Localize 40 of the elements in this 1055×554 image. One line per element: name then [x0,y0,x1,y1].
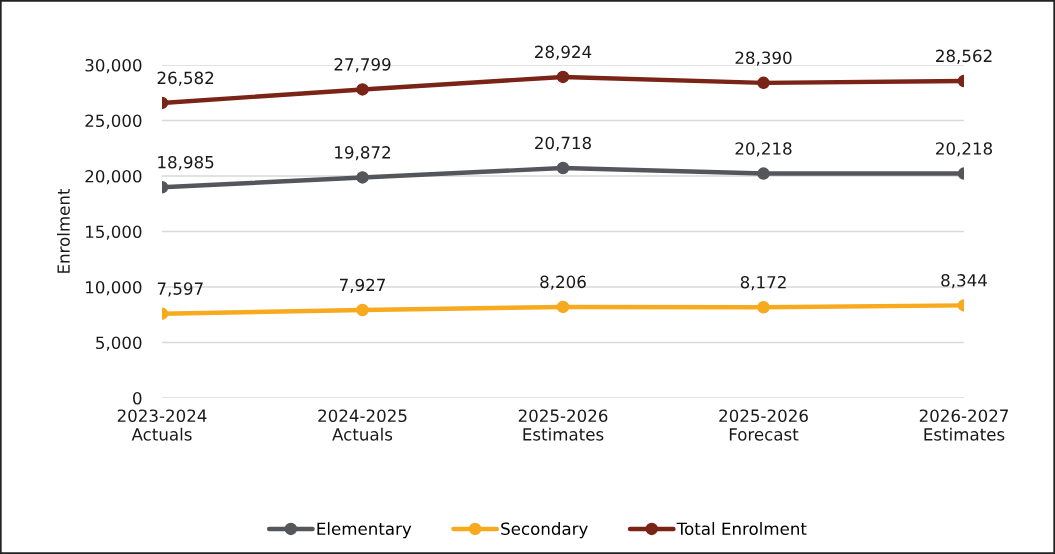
point [356,303,369,317]
y-tick-label: 0 [133,391,142,405]
y-tick-label: 10,000 [86,280,142,296]
data-label: 20,218 [936,142,993,157]
x-tick-label: 2026-2027 Estimates [919,409,1008,441]
data-label: 20,218 [735,142,792,157]
point [556,300,570,314]
data-label: 26,582 [157,71,214,86]
point [556,161,570,175]
x-tick-label: 2024-2025 Actuals [318,409,407,441]
legend-label: Elementary [317,522,412,539]
y-axis-title: Enrolment [57,188,70,273]
y-tick-label: 15,000 [86,225,142,240]
point [356,83,369,96]
data-label: 20,718 [535,136,592,151]
data-label: 28,924 [535,45,592,60]
data-label: 8,344 [941,274,987,289]
data-label: 19,872 [335,146,390,161]
data-label: 28,562 [936,49,992,64]
point [757,167,770,180]
x-tick-label: 2025-2026 Forecast [719,409,808,441]
point [556,70,570,84]
point [757,301,770,314]
data-label: 28,390 [735,51,792,66]
data-label: 8,172 [740,275,786,291]
y-tick-label: 25,000 [85,114,142,129]
point [757,76,770,90]
y-tick-label: 20,000 [85,169,142,185]
y-tick-label: 5,000 [96,336,142,351]
y-tick-label: 30,000 [85,58,142,74]
data-label: 27,799 [334,58,391,73]
legend-label: Secondary [501,522,588,539]
x-tick-label: 2023-2024 Actuals [117,409,207,441]
data-label: 7,927 [340,278,385,293]
x-tick-label: 2025-2026 Estimates [518,409,608,441]
data-label: 18,985 [158,155,214,171]
data-label: 7,597 [157,282,203,297]
legend-label: Total Enrolment [676,522,807,536]
point [356,171,369,184]
data-label: 8,206 [540,275,586,290]
